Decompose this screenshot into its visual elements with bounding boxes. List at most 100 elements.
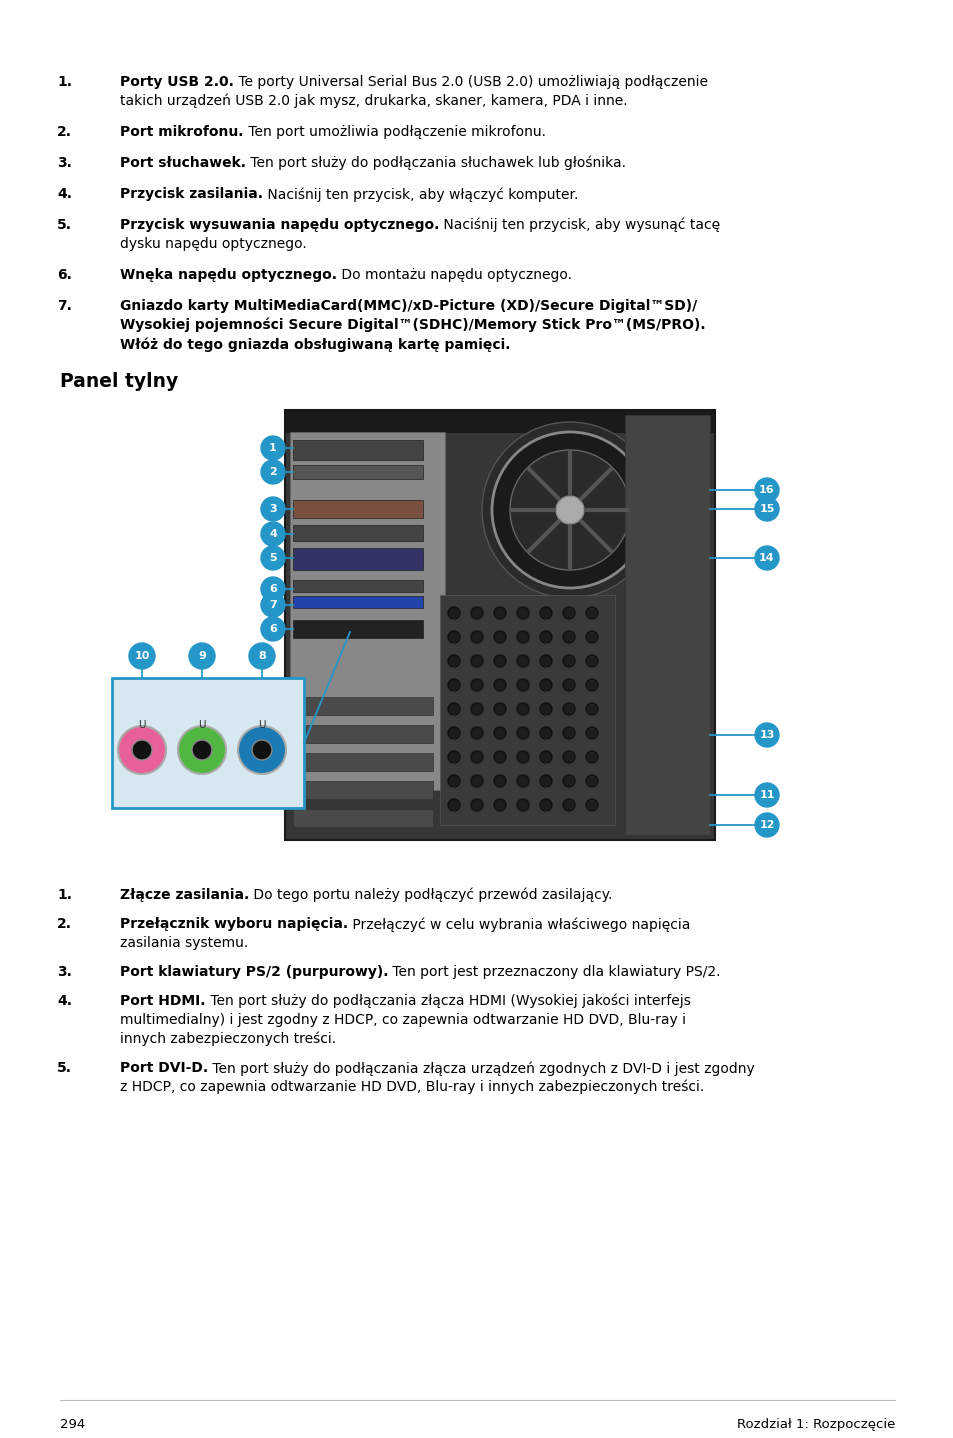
Text: 4: 4 xyxy=(269,529,276,539)
Circle shape xyxy=(562,607,575,618)
FancyBboxPatch shape xyxy=(293,580,422,592)
Text: 10: 10 xyxy=(134,651,150,661)
Text: 14: 14 xyxy=(759,554,774,564)
Text: 2.: 2. xyxy=(57,917,71,930)
Circle shape xyxy=(492,431,647,588)
Circle shape xyxy=(129,643,154,669)
Text: Porty USB 2.0.: Porty USB 2.0. xyxy=(120,75,233,89)
Circle shape xyxy=(178,726,226,774)
FancyBboxPatch shape xyxy=(112,677,304,808)
Text: 1.: 1. xyxy=(57,75,71,89)
Circle shape xyxy=(471,728,482,739)
Circle shape xyxy=(448,631,459,643)
Text: Przełączyć w celu wybrania właściwego napięcia: Przełączyć w celu wybrania właściwego na… xyxy=(348,917,690,932)
Circle shape xyxy=(261,460,285,485)
Text: U: U xyxy=(138,720,146,731)
FancyBboxPatch shape xyxy=(293,725,433,743)
Text: takich urządzeń USB 2.0 jak mysz, drukarka, skaner, kamera, PDA i inne.: takich urządzeń USB 2.0 jak mysz, drukar… xyxy=(120,93,627,108)
Circle shape xyxy=(494,775,505,787)
Text: U: U xyxy=(198,720,206,731)
Text: 13: 13 xyxy=(759,731,774,741)
Text: 2: 2 xyxy=(269,467,276,477)
Circle shape xyxy=(261,436,285,460)
Text: 7: 7 xyxy=(269,600,276,610)
Text: Przycisk zasilania.: Przycisk zasilania. xyxy=(120,187,263,201)
Circle shape xyxy=(585,654,598,667)
Circle shape xyxy=(754,723,779,746)
Circle shape xyxy=(562,728,575,739)
Text: multimedialny) i jest zgodny z HDCP, co zapewnia odtwarzanie HD DVD, Blu-ray i: multimedialny) i jest zgodny z HDCP, co … xyxy=(120,1012,685,1027)
Circle shape xyxy=(494,654,505,667)
FancyBboxPatch shape xyxy=(290,431,444,789)
Circle shape xyxy=(585,631,598,643)
Circle shape xyxy=(471,775,482,787)
Circle shape xyxy=(539,679,552,692)
FancyBboxPatch shape xyxy=(293,525,422,541)
Circle shape xyxy=(481,421,658,598)
Circle shape xyxy=(539,775,552,787)
Text: 9: 9 xyxy=(198,651,206,661)
Text: 1: 1 xyxy=(269,443,276,453)
FancyBboxPatch shape xyxy=(624,416,709,835)
Circle shape xyxy=(471,800,482,811)
Text: 8: 8 xyxy=(258,651,266,661)
FancyBboxPatch shape xyxy=(439,595,615,825)
Text: Ten port służy do podłączania złącza urządzeń zgodnych z DVI-D i jest zgodny: Ten port służy do podłączania złącza urz… xyxy=(208,1061,754,1076)
FancyBboxPatch shape xyxy=(293,464,422,479)
Text: Te porty Universal Serial Bus 2.0 (USB 2.0) umożliwiają podłączenie: Te porty Universal Serial Bus 2.0 (USB 2… xyxy=(233,75,707,89)
Text: 6: 6 xyxy=(269,584,276,594)
Circle shape xyxy=(585,607,598,618)
Text: Port DVI-D.: Port DVI-D. xyxy=(120,1061,208,1076)
Text: 6.: 6. xyxy=(57,267,71,282)
Text: Do montażu napędu optycznego.: Do montażu napędu optycznego. xyxy=(336,267,572,282)
Text: z HDCP, co zapewnia odtwarzanie HD DVD, Blu-ray i innych zabezpieczonych treści.: z HDCP, co zapewnia odtwarzanie HD DVD, … xyxy=(120,1080,703,1094)
Circle shape xyxy=(448,654,459,667)
Text: 4.: 4. xyxy=(57,187,71,201)
Circle shape xyxy=(585,800,598,811)
Text: Wnęka napędu optycznego.: Wnęka napędu optycznego. xyxy=(120,267,336,282)
Circle shape xyxy=(249,643,274,669)
Circle shape xyxy=(510,450,629,569)
Text: 15: 15 xyxy=(759,503,774,513)
Circle shape xyxy=(192,741,212,761)
Text: 16: 16 xyxy=(759,485,774,495)
Text: Ten port umożliwia podłączenie mikrofonu.: Ten port umożliwia podłączenie mikrofonu… xyxy=(243,125,545,139)
Circle shape xyxy=(261,592,285,617)
FancyBboxPatch shape xyxy=(293,781,433,800)
Circle shape xyxy=(494,631,505,643)
Text: Ten port jest przeznaczony dla klawiatury PS/2.: Ten port jest przeznaczony dla klawiatur… xyxy=(388,965,720,979)
Circle shape xyxy=(562,631,575,643)
Circle shape xyxy=(517,800,529,811)
Text: 5.: 5. xyxy=(57,1061,71,1076)
Text: 2.: 2. xyxy=(57,125,71,139)
Text: dysku napędu optycznego.: dysku napędu optycznego. xyxy=(120,237,307,252)
Circle shape xyxy=(517,654,529,667)
Circle shape xyxy=(517,703,529,715)
Circle shape xyxy=(132,741,152,761)
Circle shape xyxy=(754,812,779,837)
Circle shape xyxy=(562,654,575,667)
Circle shape xyxy=(261,498,285,521)
Circle shape xyxy=(562,800,575,811)
Text: 6: 6 xyxy=(269,624,276,634)
Circle shape xyxy=(261,546,285,569)
Circle shape xyxy=(539,751,552,764)
Text: 5: 5 xyxy=(269,554,276,564)
Text: Złącze zasilania.: Złącze zasilania. xyxy=(120,889,249,902)
Circle shape xyxy=(517,775,529,787)
Circle shape xyxy=(471,607,482,618)
Circle shape xyxy=(448,800,459,811)
Text: Port mikrofonu.: Port mikrofonu. xyxy=(120,125,243,139)
Circle shape xyxy=(471,654,482,667)
Circle shape xyxy=(539,631,552,643)
Circle shape xyxy=(471,631,482,643)
Circle shape xyxy=(189,643,214,669)
Circle shape xyxy=(539,728,552,739)
Circle shape xyxy=(471,679,482,692)
Circle shape xyxy=(237,726,286,774)
Circle shape xyxy=(562,775,575,787)
Circle shape xyxy=(754,546,779,569)
Text: 12: 12 xyxy=(759,820,774,830)
FancyBboxPatch shape xyxy=(293,810,433,827)
Circle shape xyxy=(585,751,598,764)
